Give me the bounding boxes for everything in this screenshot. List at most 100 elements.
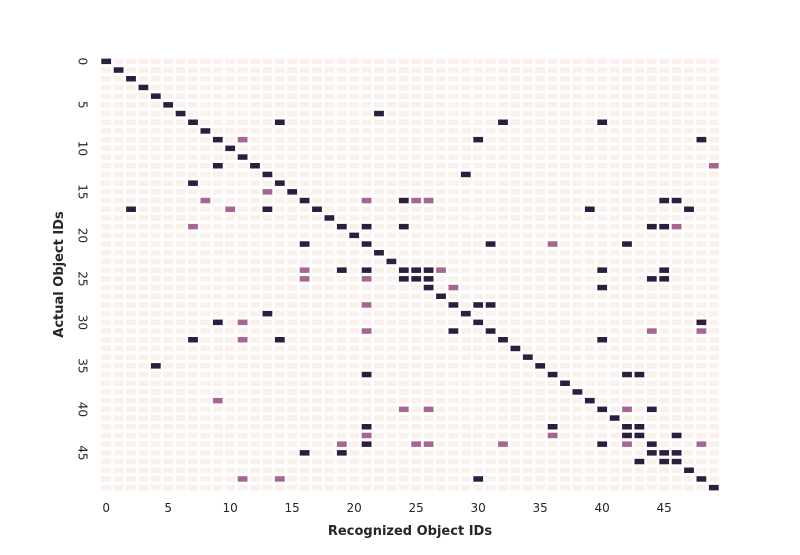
- heatmap-cell-empty: [398, 397, 409, 404]
- heatmap-cell-empty: [212, 67, 223, 73]
- heatmap-cell-empty: [225, 389, 236, 395]
- heatmap-cell-empty: [597, 232, 608, 239]
- heatmap-cell-empty: [299, 180, 310, 186]
- heatmap-cell-empty: [622, 145, 632, 152]
- heatmap-cell-empty: [560, 484, 570, 491]
- heatmap-cell-empty: [609, 337, 620, 343]
- heatmap-cell-empty: [622, 458, 632, 465]
- heatmap-cell-empty: [411, 371, 422, 378]
- heatmap-cell-empty: [436, 441, 446, 447]
- heatmap-cell-empty: [460, 337, 471, 343]
- heatmap-cell-empty: [597, 310, 608, 317]
- heatmap-cell-empty: [622, 476, 632, 482]
- heatmap-cell-empty: [361, 171, 372, 178]
- heatmap-cell-empty: [522, 215, 533, 221]
- heatmap-cell-empty: [274, 171, 285, 178]
- heatmap-cell-empty: [312, 136, 322, 143]
- heatmap-cell-filled: [423, 284, 434, 291]
- heatmap-cell-empty: [324, 171, 335, 178]
- heatmap-cell-empty: [535, 441, 546, 447]
- heatmap-cell-empty: [188, 171, 198, 178]
- heatmap-cell-empty: [560, 293, 570, 299]
- heatmap-cell-empty: [423, 424, 434, 430]
- heatmap-cell-empty: [150, 354, 161, 360]
- heatmap-cell-empty: [126, 389, 136, 395]
- heatmap-cell-empty: [609, 484, 620, 491]
- heatmap-cell-empty: [188, 432, 198, 439]
- heatmap-cell-empty: [584, 458, 595, 465]
- heatmap-cell-empty: [274, 432, 285, 439]
- heatmap-cell-filled: [597, 119, 608, 125]
- heatmap-cell-empty: [398, 189, 409, 195]
- heatmap-cell-empty: [671, 93, 682, 99]
- heatmap-cell-empty: [671, 354, 682, 360]
- heatmap-cell-empty: [299, 371, 310, 378]
- heatmap-cell-empty: [535, 102, 546, 108]
- heatmap-cell-empty: [423, 206, 434, 212]
- heatmap-cell-empty: [138, 215, 149, 221]
- heatmap-cell-empty: [423, 258, 434, 265]
- heatmap-cell-empty: [299, 145, 310, 152]
- heatmap-cell-empty: [299, 380, 310, 386]
- heatmap-cell-empty: [336, 328, 347, 334]
- heatmap-cell-empty: [101, 389, 112, 395]
- heatmap-cell-filled: [522, 354, 533, 360]
- heatmap-cell-empty: [398, 128, 409, 134]
- heatmap-cell-empty: [250, 302, 260, 308]
- heatmap-cell-empty: [696, 284, 707, 291]
- heatmap-cell-empty: [101, 102, 112, 108]
- heatmap-cell-empty: [423, 380, 434, 386]
- heatmap-cell-empty: [250, 371, 260, 378]
- heatmap-cell-filled: [163, 102, 174, 108]
- heatmap-cell-empty: [622, 302, 632, 308]
- heatmap-cell-empty: [175, 450, 186, 456]
- heatmap-cell-empty: [212, 363, 223, 369]
- heatmap-cell-empty: [163, 276, 174, 282]
- x-tick-label: 0: [102, 501, 110, 515]
- heatmap-cell-empty: [634, 389, 645, 395]
- heatmap-cell-empty: [684, 84, 694, 91]
- heatmap-cell-empty: [510, 215, 521, 221]
- heatmap-cell-empty: [163, 58, 174, 65]
- heatmap-cell-empty: [101, 293, 112, 299]
- heatmap-cell-empty: [572, 267, 583, 273]
- heatmap-cell-empty: [386, 310, 397, 317]
- heatmap-cell-empty: [299, 84, 310, 91]
- heatmap-cell-empty: [460, 102, 471, 108]
- heatmap-cell-empty: [126, 93, 136, 99]
- heatmap-cell-empty: [398, 319, 409, 326]
- heatmap-cell-empty: [349, 136, 360, 143]
- heatmap-cell-empty: [138, 76, 149, 82]
- heatmap-cell-empty: [374, 258, 384, 265]
- heatmap-cell-empty: [597, 67, 608, 73]
- heatmap-cell-empty: [609, 424, 620, 430]
- heatmap-cell-empty: [336, 397, 347, 404]
- heatmap-cell-empty: [163, 206, 174, 212]
- heatmap-cell-empty: [560, 284, 570, 291]
- heatmap-cell-empty: [237, 93, 248, 99]
- heatmap-cell-empty: [287, 102, 298, 108]
- heatmap-cell-empty: [299, 337, 310, 343]
- heatmap-cell-empty: [708, 406, 719, 413]
- heatmap-cell-empty: [696, 119, 707, 125]
- heatmap-cell-empty: [237, 258, 248, 265]
- heatmap-cell-empty: [336, 380, 347, 386]
- y-tick-label: 25: [76, 271, 90, 286]
- heatmap-cell-empty: [560, 354, 570, 360]
- heatmap-cell-empty: [188, 371, 198, 378]
- heatmap-cell-empty: [560, 145, 570, 152]
- heatmap-cell-empty: [312, 337, 322, 343]
- heatmap-cell-empty: [225, 458, 236, 465]
- heatmap-cell-empty: [560, 467, 570, 473]
- heatmap-cell-empty: [671, 67, 682, 73]
- heatmap-cell-empty: [436, 171, 446, 178]
- heatmap-cell-empty: [374, 458, 384, 465]
- heatmap-cell-empty: [138, 363, 149, 369]
- heatmap-cell-empty: [237, 189, 248, 195]
- heatmap-cell-empty: [349, 328, 360, 334]
- heatmap-cell-empty: [423, 232, 434, 239]
- x-tick-label: 40: [595, 501, 610, 515]
- heatmap-cell-empty: [336, 171, 347, 178]
- heatmap-cell-empty: [113, 119, 124, 125]
- heatmap-cell-empty: [646, 397, 657, 404]
